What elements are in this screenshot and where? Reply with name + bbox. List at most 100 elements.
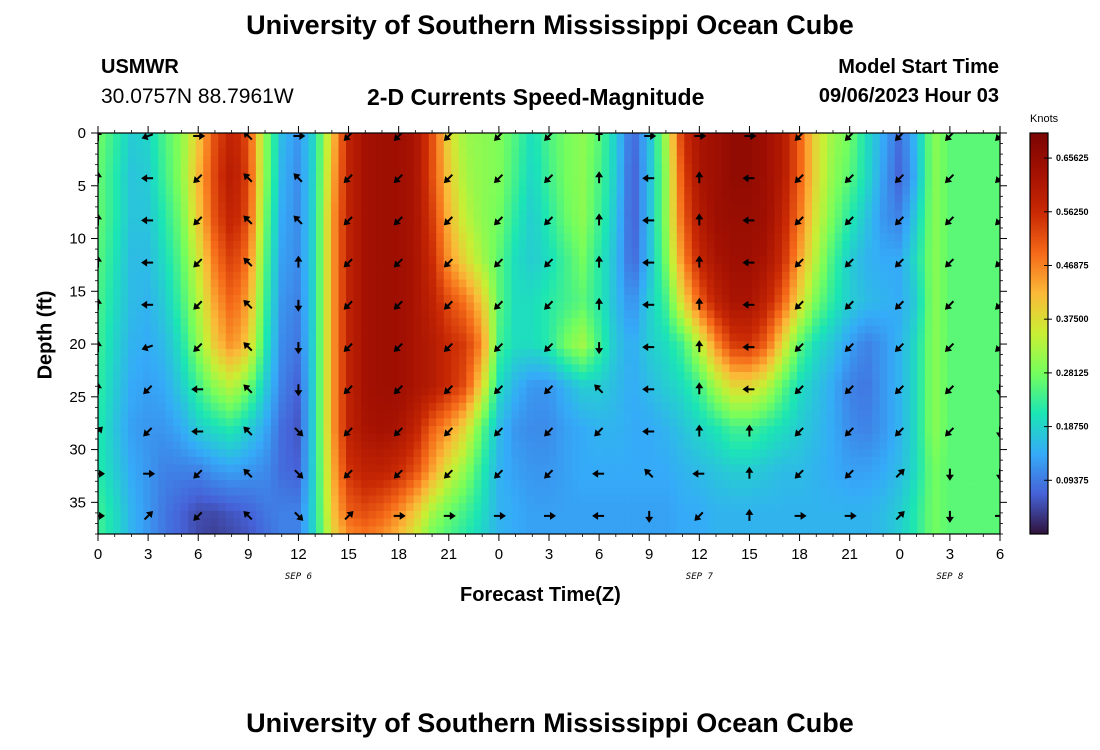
heatmap-cell <box>233 210 242 219</box>
heatmap-cell <box>706 279 715 288</box>
heatmap-cell <box>398 140 407 150</box>
heatmap-cell <box>128 418 137 427</box>
heatmap-cell <box>240 418 249 427</box>
heatmap-cell <box>158 287 167 296</box>
heatmap-cell <box>684 356 693 365</box>
heatmap-cell <box>939 410 948 419</box>
heatmap-cell <box>564 256 573 265</box>
heatmap-cell <box>684 341 693 350</box>
heatmap-cell <box>361 287 370 296</box>
heatmap-cell <box>503 325 513 335</box>
heatmap-cell <box>706 433 715 443</box>
heatmap-cell <box>766 133 776 142</box>
heatmap-cell <box>195 333 204 342</box>
heatmap-cell <box>631 240 640 250</box>
heatmap-cell <box>376 294 385 304</box>
heatmap-cell <box>661 379 670 389</box>
heatmap-cell <box>789 148 798 157</box>
heatmap-cell <box>729 294 738 304</box>
heatmap-cell <box>887 279 896 288</box>
heatmap-cell <box>105 433 114 443</box>
heatmap-cell <box>346 364 355 373</box>
heatmap-cell <box>233 356 242 365</box>
heatmap-cell <box>556 133 565 142</box>
heatmap-cell <box>624 233 633 242</box>
heatmap-cell <box>225 294 234 304</box>
heatmap-cell <box>188 186 197 196</box>
heatmap-cell <box>789 433 798 443</box>
heatmap-cell <box>458 225 467 234</box>
heatmap-cell <box>466 348 475 358</box>
heatmap-cell <box>210 402 219 412</box>
heatmap-cell <box>383 248 392 257</box>
heatmap-cell <box>984 248 994 257</box>
heatmap-cell <box>285 248 295 257</box>
heatmap-cell <box>383 333 392 342</box>
heatmap-cell <box>721 194 730 203</box>
heatmap-cell <box>503 418 513 427</box>
heatmap-cell <box>782 356 791 365</box>
heatmap-cell <box>706 240 715 250</box>
heatmap-cell <box>766 217 776 227</box>
heatmap-cell <box>774 217 783 227</box>
heatmap-cell <box>331 364 340 373</box>
heatmap-cell <box>466 356 475 365</box>
heatmap-cell <box>368 364 377 373</box>
heatmap-cell <box>158 356 167 365</box>
heatmap-cell <box>917 302 926 311</box>
heatmap-cell <box>782 225 791 234</box>
heatmap-cell <box>939 287 948 296</box>
heatmap-cell <box>962 433 971 443</box>
heatmap-cell <box>969 325 979 335</box>
heatmap-cell <box>774 140 783 150</box>
heatmap-cell <box>631 364 640 373</box>
heatmap-cell <box>616 348 625 358</box>
heatmap-cell <box>481 217 490 227</box>
heatmap-cell <box>451 287 460 296</box>
heatmap-cell <box>443 356 452 365</box>
heatmap-cell <box>203 217 212 227</box>
heatmap-cell <box>158 217 167 227</box>
heatmap-cell <box>488 171 497 180</box>
heatmap-cell <box>428 163 437 173</box>
heatmap-cell <box>804 248 813 257</box>
heatmap-cell <box>571 441 580 450</box>
heatmap-cell <box>857 310 866 319</box>
heatmap-cell <box>924 225 933 234</box>
heatmap-cell <box>503 333 513 342</box>
heatmap-cell <box>218 433 227 443</box>
heatmap-cell <box>586 210 595 219</box>
heatmap-cell <box>849 356 858 365</box>
heatmap-cell <box>413 418 422 427</box>
heatmap-cell <box>759 325 768 335</box>
heatmap-cell <box>353 333 362 342</box>
heatmap-cell <box>609 179 618 188</box>
heatmap-cell <box>721 372 730 381</box>
heatmap-cell <box>932 256 941 265</box>
heatmap-cell <box>864 171 873 180</box>
heatmap-cell <box>128 194 137 203</box>
heatmap-cell <box>556 256 565 265</box>
heatmap-cell <box>751 341 761 350</box>
heatmap-cell <box>180 210 189 219</box>
heatmap-cell <box>842 156 851 165</box>
heatmap-cell <box>661 372 670 381</box>
heatmap-cell <box>827 171 836 180</box>
heatmap-cell <box>225 348 234 358</box>
heatmap-cell <box>797 348 806 358</box>
heatmap-cell <box>428 410 437 419</box>
heatmap-cell <box>631 341 640 350</box>
heatmap-cell <box>436 356 445 365</box>
heatmap-cell <box>270 418 279 427</box>
heatmap-cell <box>158 372 167 381</box>
heatmap-cell <box>744 433 753 443</box>
heatmap-cell <box>872 210 881 219</box>
heatmap-cell <box>526 356 535 365</box>
heatmap-cell <box>864 402 873 412</box>
heatmap-cell <box>376 148 385 157</box>
heatmap-cell <box>518 194 528 203</box>
heatmap-cell <box>225 372 234 381</box>
heatmap-cell <box>225 302 234 311</box>
heatmap-cell <box>255 202 264 211</box>
heatmap-cell <box>218 140 227 150</box>
